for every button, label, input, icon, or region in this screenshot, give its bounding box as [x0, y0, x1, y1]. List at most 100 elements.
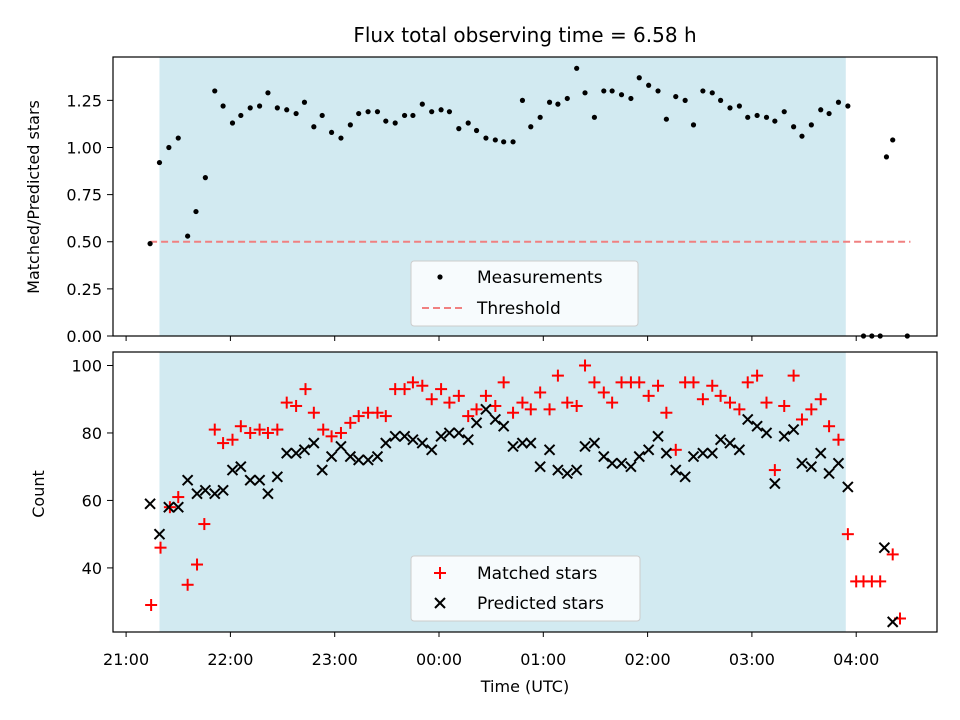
matched-star-point [299, 383, 312, 396]
measurement-point [727, 105, 733, 111]
predicted-star-point [823, 467, 835, 480]
predicted-star-point [579, 440, 591, 453]
measurement-point [465, 120, 471, 126]
matched-stars-points [145, 359, 907, 625]
measurement-point [419, 101, 425, 107]
matched-star-point [886, 548, 899, 561]
matched-star-point [352, 410, 365, 423]
measurement-point [736, 103, 742, 109]
legend-threshold-label: Threshold [476, 299, 561, 319]
measurement-point [473, 127, 480, 134]
measurement-point [591, 114, 598, 120]
predicted-star-point [805, 460, 818, 473]
predicted-star-point [308, 437, 320, 449]
matched-star-point [416, 379, 429, 392]
measurement-point [383, 118, 389, 124]
predicted-star-point [398, 430, 411, 443]
matched-star-point [425, 393, 438, 406]
bottom-y-tick-label: 80 [82, 424, 102, 443]
matched-star-point [226, 433, 239, 446]
measurement-point [582, 90, 588, 96]
measurement-point [274, 105, 280, 111]
measurement-point [212, 88, 218, 94]
predicted-star-point [598, 450, 610, 463]
matched-star-point [280, 396, 293, 409]
matched-star-point [208, 423, 221, 436]
matched-star-point [452, 389, 465, 402]
measurement-point [456, 126, 462, 132]
top-y-axis-label: Matched/Predicted stars [24, 100, 43, 294]
matched-star-point [406, 376, 419, 389]
matched-star-point [145, 599, 158, 612]
predicted-star-point [660, 447, 673, 459]
predicted-star-point [534, 460, 546, 473]
measurement-point [429, 109, 435, 115]
matched-star-point [261, 426, 274, 439]
predicted-star-point [724, 437, 736, 449]
predicted-star-point [191, 487, 203, 500]
matched-star-point [561, 396, 574, 409]
measurement-point [147, 241, 153, 247]
measurement-point [238, 112, 244, 119]
matched-star-point [823, 420, 836, 433]
predicted-star-point [687, 450, 700, 463]
measurement-point [646, 82, 652, 88]
bottom-x-tick-label: 01:00 [520, 650, 566, 669]
predicted-star-point [199, 484, 212, 497]
predicted-star-point [796, 457, 808, 470]
matched-star-point [660, 406, 673, 419]
measurement-point [365, 109, 371, 115]
bottom-x-tick-label: 00:00 [416, 650, 462, 669]
measurement-point [709, 90, 715, 96]
measurement-point [401, 112, 408, 119]
top-x-tick-marks [125, 336, 857, 341]
matched-star-point [760, 396, 773, 409]
bottom-y-tick-label: 60 [82, 491, 102, 510]
matched-star-point [253, 423, 266, 436]
predicted-star-point [633, 450, 645, 463]
measurement-point [438, 107, 444, 113]
measurement-point [301, 99, 308, 105]
predicted-star-point [769, 477, 781, 490]
matched-star-point [874, 575, 887, 588]
predicted-star-point [543, 444, 556, 456]
matched-star-point [379, 410, 392, 423]
measurement-point [166, 144, 172, 151]
legend-measurements-label: Measurements [477, 268, 603, 288]
matched-star-point [443, 396, 456, 409]
bottom-x-tick-label: 22:00 [207, 650, 253, 669]
matched-star-point [217, 437, 230, 450]
legend-matched-marker [434, 567, 446, 579]
matched-star-point [669, 443, 682, 456]
bottom-x-tick-label: 23:00 [312, 650, 358, 669]
predicted-star-point [271, 471, 284, 483]
matched-star-point [751, 369, 764, 382]
measurement-point [185, 233, 191, 239]
measurement-point [501, 139, 507, 145]
predicted-star-point [561, 467, 573, 480]
bottom-legend: Matched stars Predicted stars [410, 555, 641, 622]
measurement-point [356, 110, 362, 117]
predicted-star-point [244, 474, 256, 486]
measurement-point [826, 110, 832, 117]
matched-star-point [642, 389, 655, 402]
matched-star-point [606, 396, 619, 409]
matched-star-point [489, 399, 502, 412]
measurement-point [265, 90, 271, 96]
top-y-tick-label: 1.25 [66, 91, 102, 110]
measurement-point [319, 112, 325, 119]
measurement-point [156, 159, 163, 166]
predicted-star-point [516, 437, 529, 449]
matched-star-point [551, 369, 564, 382]
measurement-point [284, 107, 290, 113]
matched-star-point [778, 399, 791, 412]
predicted-star-point [344, 450, 357, 463]
measurement-point [293, 110, 299, 117]
predicted-star-point [878, 541, 891, 554]
bottom-legend-box [410, 555, 641, 622]
matched-star-point [787, 369, 800, 382]
predicted-star-point [435, 430, 447, 443]
matched-star-point [154, 541, 167, 554]
measurement-point [483, 135, 489, 141]
